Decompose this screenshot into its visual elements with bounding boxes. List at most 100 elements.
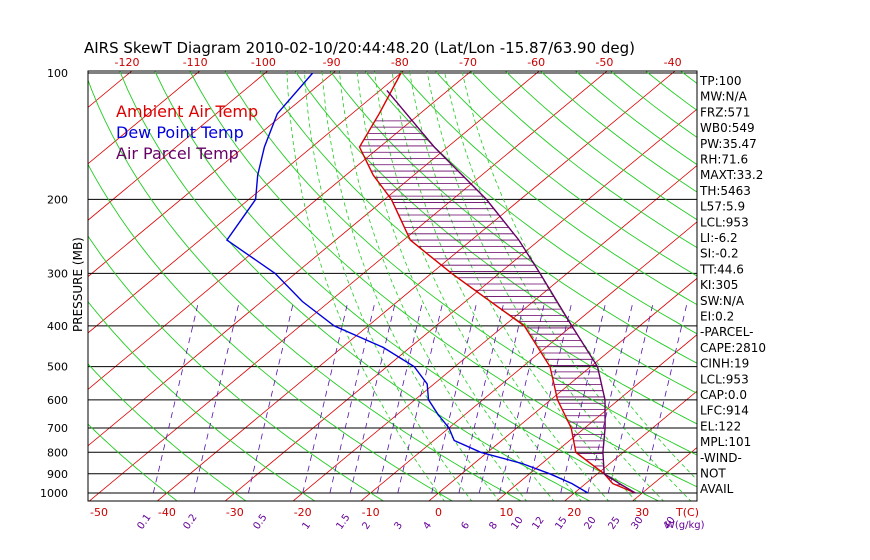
top-temp-tick-label: -50 xyxy=(595,56,613,69)
mixing-ratio-label: 4 xyxy=(421,520,434,532)
legend-entry: Ambient Air Temp xyxy=(116,102,258,121)
mixing-ratio-line xyxy=(607,301,654,494)
top-temp-tick-label: -40 xyxy=(664,56,682,69)
dry-adiabat-line xyxy=(504,71,697,221)
pressure-tick-label: 500 xyxy=(47,361,68,374)
bottom-temp-tick-label: -40 xyxy=(158,506,176,519)
top-temp-tick-label: -80 xyxy=(391,56,409,69)
mixing-ratio-label: 1 xyxy=(300,520,313,532)
bottom-temp-tick-label: 30 xyxy=(635,506,649,519)
dry-adiabat-line xyxy=(189,71,697,488)
isotherm-line xyxy=(767,54,870,502)
mixing-ratio-line xyxy=(397,301,444,494)
dry-adiabat-line xyxy=(88,363,247,501)
pressure-tick-label: 700 xyxy=(47,422,68,435)
moist-adiabat-line xyxy=(286,71,445,501)
mixing-ratio-line xyxy=(641,301,688,494)
ambient-temp-line xyxy=(358,72,636,494)
legend-entry: Air Parcel Temp xyxy=(116,144,239,163)
mixing-ratio-line xyxy=(349,301,396,494)
index-item: RH:71.6 xyxy=(700,153,748,167)
index-item: CAP:0.0 xyxy=(700,388,747,402)
chart-title: AIRS SkewT Diagram 2010-02-10/20:44:48.2… xyxy=(84,39,635,57)
mixing-ratio-line xyxy=(377,301,423,494)
index-item: EL:122 xyxy=(700,419,741,433)
mixing-ratio-line xyxy=(499,301,546,494)
index-item: LI:-6.2 xyxy=(700,231,738,245)
mixing-ratio-line xyxy=(560,301,607,494)
moist-adiabat-line xyxy=(321,71,500,501)
isotherm-line xyxy=(88,71,337,278)
plot-frame xyxy=(87,70,698,502)
isotherm-line xyxy=(88,71,608,501)
dry-adiabat-line xyxy=(399,71,697,306)
mixing-ratio-label: 1.5 xyxy=(334,512,352,531)
pressure-tick-label: 400 xyxy=(47,320,68,333)
dry-adiabat-line xyxy=(88,301,316,501)
top-temp-tick-label: -60 xyxy=(527,56,545,69)
mixing-ratio-label: 6 xyxy=(459,520,472,532)
index-item: EI:0.2 xyxy=(700,310,734,324)
mixing-ratio-line xyxy=(152,301,199,494)
bottom-temp-tick-label: -20 xyxy=(294,506,312,519)
isotherm-line xyxy=(88,71,405,334)
mixing-ratio-line xyxy=(478,301,525,494)
isotherm-line xyxy=(360,221,697,501)
index-item: LCL:953 xyxy=(700,372,749,386)
mixing-ratio-line xyxy=(587,301,634,494)
temp-unit-label: T(C) xyxy=(675,506,699,519)
moist-adiabat-line xyxy=(339,71,528,501)
dry-adiabat-line xyxy=(88,163,454,501)
isotherm-line xyxy=(496,334,697,501)
isotherm-line xyxy=(88,71,540,447)
index-item: WB0:549 xyxy=(700,121,755,135)
index-item: SW:N/A xyxy=(700,294,745,308)
mixing-ratio-line xyxy=(302,301,349,494)
mixing-ratio-label: 25 xyxy=(606,515,622,532)
top-temp-tick-label: -110 xyxy=(183,56,208,69)
mixing-ratio-label: 0.5 xyxy=(251,512,269,531)
index-item: NOT xyxy=(700,467,726,481)
dry-adiabat-line xyxy=(762,54,870,502)
mixing-ratio-label: 2 xyxy=(360,520,373,532)
y-axis-label: PRESSURE (MB) xyxy=(71,237,85,332)
mixing-ratio-label: 3 xyxy=(392,520,405,532)
plot-area xyxy=(0,54,870,502)
index-item: -PARCEL- xyxy=(700,325,754,339)
moist-adiabat-line xyxy=(304,71,473,501)
index-item: TH:5463 xyxy=(699,184,751,198)
bottom-temp-tick-label: -50 xyxy=(90,506,108,519)
mixing-ratio-label: 12 xyxy=(530,515,546,532)
index-item: PW:35.47 xyxy=(700,137,757,151)
index-item: SI:-0.2 xyxy=(700,247,739,261)
pressure-tick-label: 200 xyxy=(47,193,68,206)
moist-adiabat-line xyxy=(461,71,697,481)
index-item: KI:305 xyxy=(700,278,738,292)
mixing-ratio-label: 20 xyxy=(582,515,598,532)
top-temp-tick-label: -70 xyxy=(459,56,477,69)
mixing-ratio-line xyxy=(193,301,240,494)
top-temp-tick-label: -120 xyxy=(115,56,140,69)
dew-point-line xyxy=(225,72,589,494)
legend: Ambient Air Temp Dew Point Temp Air Parcel… xyxy=(116,102,258,163)
index-item: MPL:101 xyxy=(700,435,751,449)
mixing-ratio-line xyxy=(431,301,478,494)
bottom-temp-tick-label: 0 xyxy=(435,506,442,519)
bottom-temp-tick-label: -30 xyxy=(226,506,244,519)
index-item: TT:44.6 xyxy=(699,262,744,276)
isotherm-line xyxy=(88,71,472,390)
isotherm-line xyxy=(88,71,201,165)
index-item: FRZ:571 xyxy=(700,105,750,119)
parcel-temp-line xyxy=(386,89,636,494)
isotherm-line xyxy=(0,54,17,502)
dry-adiabat-line xyxy=(796,54,870,502)
mixing-ratio-unit: W(g/kg) xyxy=(665,520,705,531)
index-item: L57:5.9 xyxy=(700,200,745,214)
bottom-temp-tick-label: 10 xyxy=(499,506,513,519)
mixing-ratio-line xyxy=(458,301,505,494)
pressure-tick-label: 800 xyxy=(47,446,68,459)
mixing-ratio-label: 0.1 xyxy=(135,512,153,531)
